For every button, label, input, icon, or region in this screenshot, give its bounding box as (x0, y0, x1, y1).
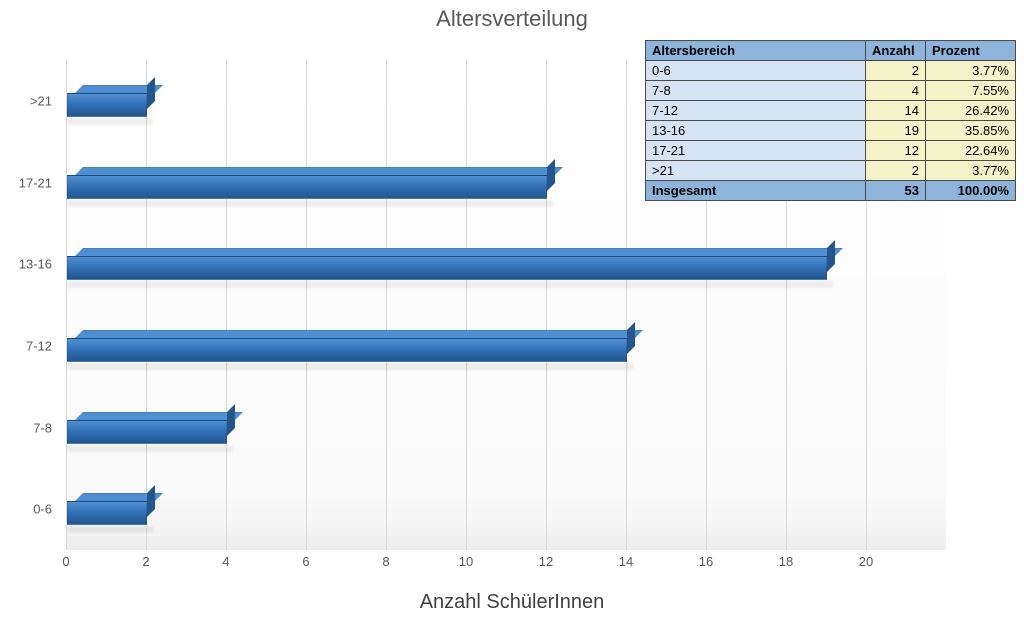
table-cell: 0-6 (646, 61, 866, 81)
x-axis-ticks: 02468101214161820 (66, 554, 946, 578)
bar (67, 167, 555, 199)
x-tick-label: 6 (302, 554, 309, 569)
chart-title: Altersverteilung (0, 6, 1024, 32)
table-cell: 53 (866, 181, 926, 201)
table-row: 7-847.55% (646, 81, 1016, 101)
bar (67, 330, 635, 362)
table-cell: 2 (866, 61, 926, 81)
table-cell: Insgesamt (646, 181, 866, 201)
x-tick-label: 12 (539, 554, 553, 569)
table-header-cell: Prozent (926, 41, 1016, 61)
table-row: >2123.77% (646, 161, 1016, 181)
x-tick-label: 14 (619, 554, 633, 569)
y-category-label: 7-8 (33, 420, 52, 435)
x-tick-label: 16 (699, 554, 713, 569)
table-cell: 7-12 (646, 101, 866, 121)
table-cell: 12 (866, 141, 926, 161)
table-header-row: Altersbereich Anzahl Prozent (646, 41, 1016, 61)
x-tick-label: 4 (222, 554, 229, 569)
y-category-label: 7-12 (26, 338, 52, 353)
table-cell: 4 (866, 81, 926, 101)
y-category-label: 0-6 (33, 502, 52, 517)
table-cell: 2 (866, 161, 926, 181)
table-header-cell: Altersbereich (646, 41, 866, 61)
bar (67, 493, 155, 525)
x-tick-label: 18 (779, 554, 793, 569)
y-category-label: >21 (30, 93, 52, 108)
table-cell: 3.77% (926, 161, 1016, 181)
y-category-label: 17-21 (19, 175, 52, 190)
table-cell: 3.77% (926, 61, 1016, 81)
table-row: 17-211222.64% (646, 141, 1016, 161)
table-cell: 19 (866, 121, 926, 141)
table-total-row: Insgesamt53100.00% (646, 181, 1016, 201)
y-category-label: 13-16 (19, 257, 52, 272)
table-header-cell: Anzahl (866, 41, 926, 61)
table-cell: 7-8 (646, 81, 866, 101)
chart-stage: Altersverteilung 02468101214161820 0-67-… (0, 0, 1024, 620)
table-row: 0-623.77% (646, 61, 1016, 81)
table-cell: 7.55% (926, 81, 1016, 101)
table-cell: 14 (866, 101, 926, 121)
bar (67, 248, 835, 280)
x-tick-label: 8 (382, 554, 389, 569)
table-cell: 35.85% (926, 121, 1016, 141)
x-tick-label: 0 (62, 554, 69, 569)
table-row: 13-161935.85% (646, 121, 1016, 141)
table-cell: 100.00% (926, 181, 1016, 201)
table-cell: >21 (646, 161, 866, 181)
table-cell: 17-21 (646, 141, 866, 161)
table-cell: 26.42% (926, 101, 1016, 121)
bar (67, 85, 155, 117)
bar (67, 412, 235, 444)
x-tick-label: 20 (859, 554, 873, 569)
x-tick-label: 10 (459, 554, 473, 569)
table-cell: 22.64% (926, 141, 1016, 161)
y-axis-labels: 0-6 7-8 7-12 13-16 17-21 >21 (0, 60, 60, 550)
x-tick-label: 2 (142, 554, 149, 569)
table-cell: 13-16 (646, 121, 866, 141)
x-axis-title: Anzahl SchülerInnen (0, 591, 1024, 614)
data-table: Altersbereich Anzahl Prozent 0-623.77%7-… (645, 40, 1016, 201)
table-row: 7-121426.42% (646, 101, 1016, 121)
